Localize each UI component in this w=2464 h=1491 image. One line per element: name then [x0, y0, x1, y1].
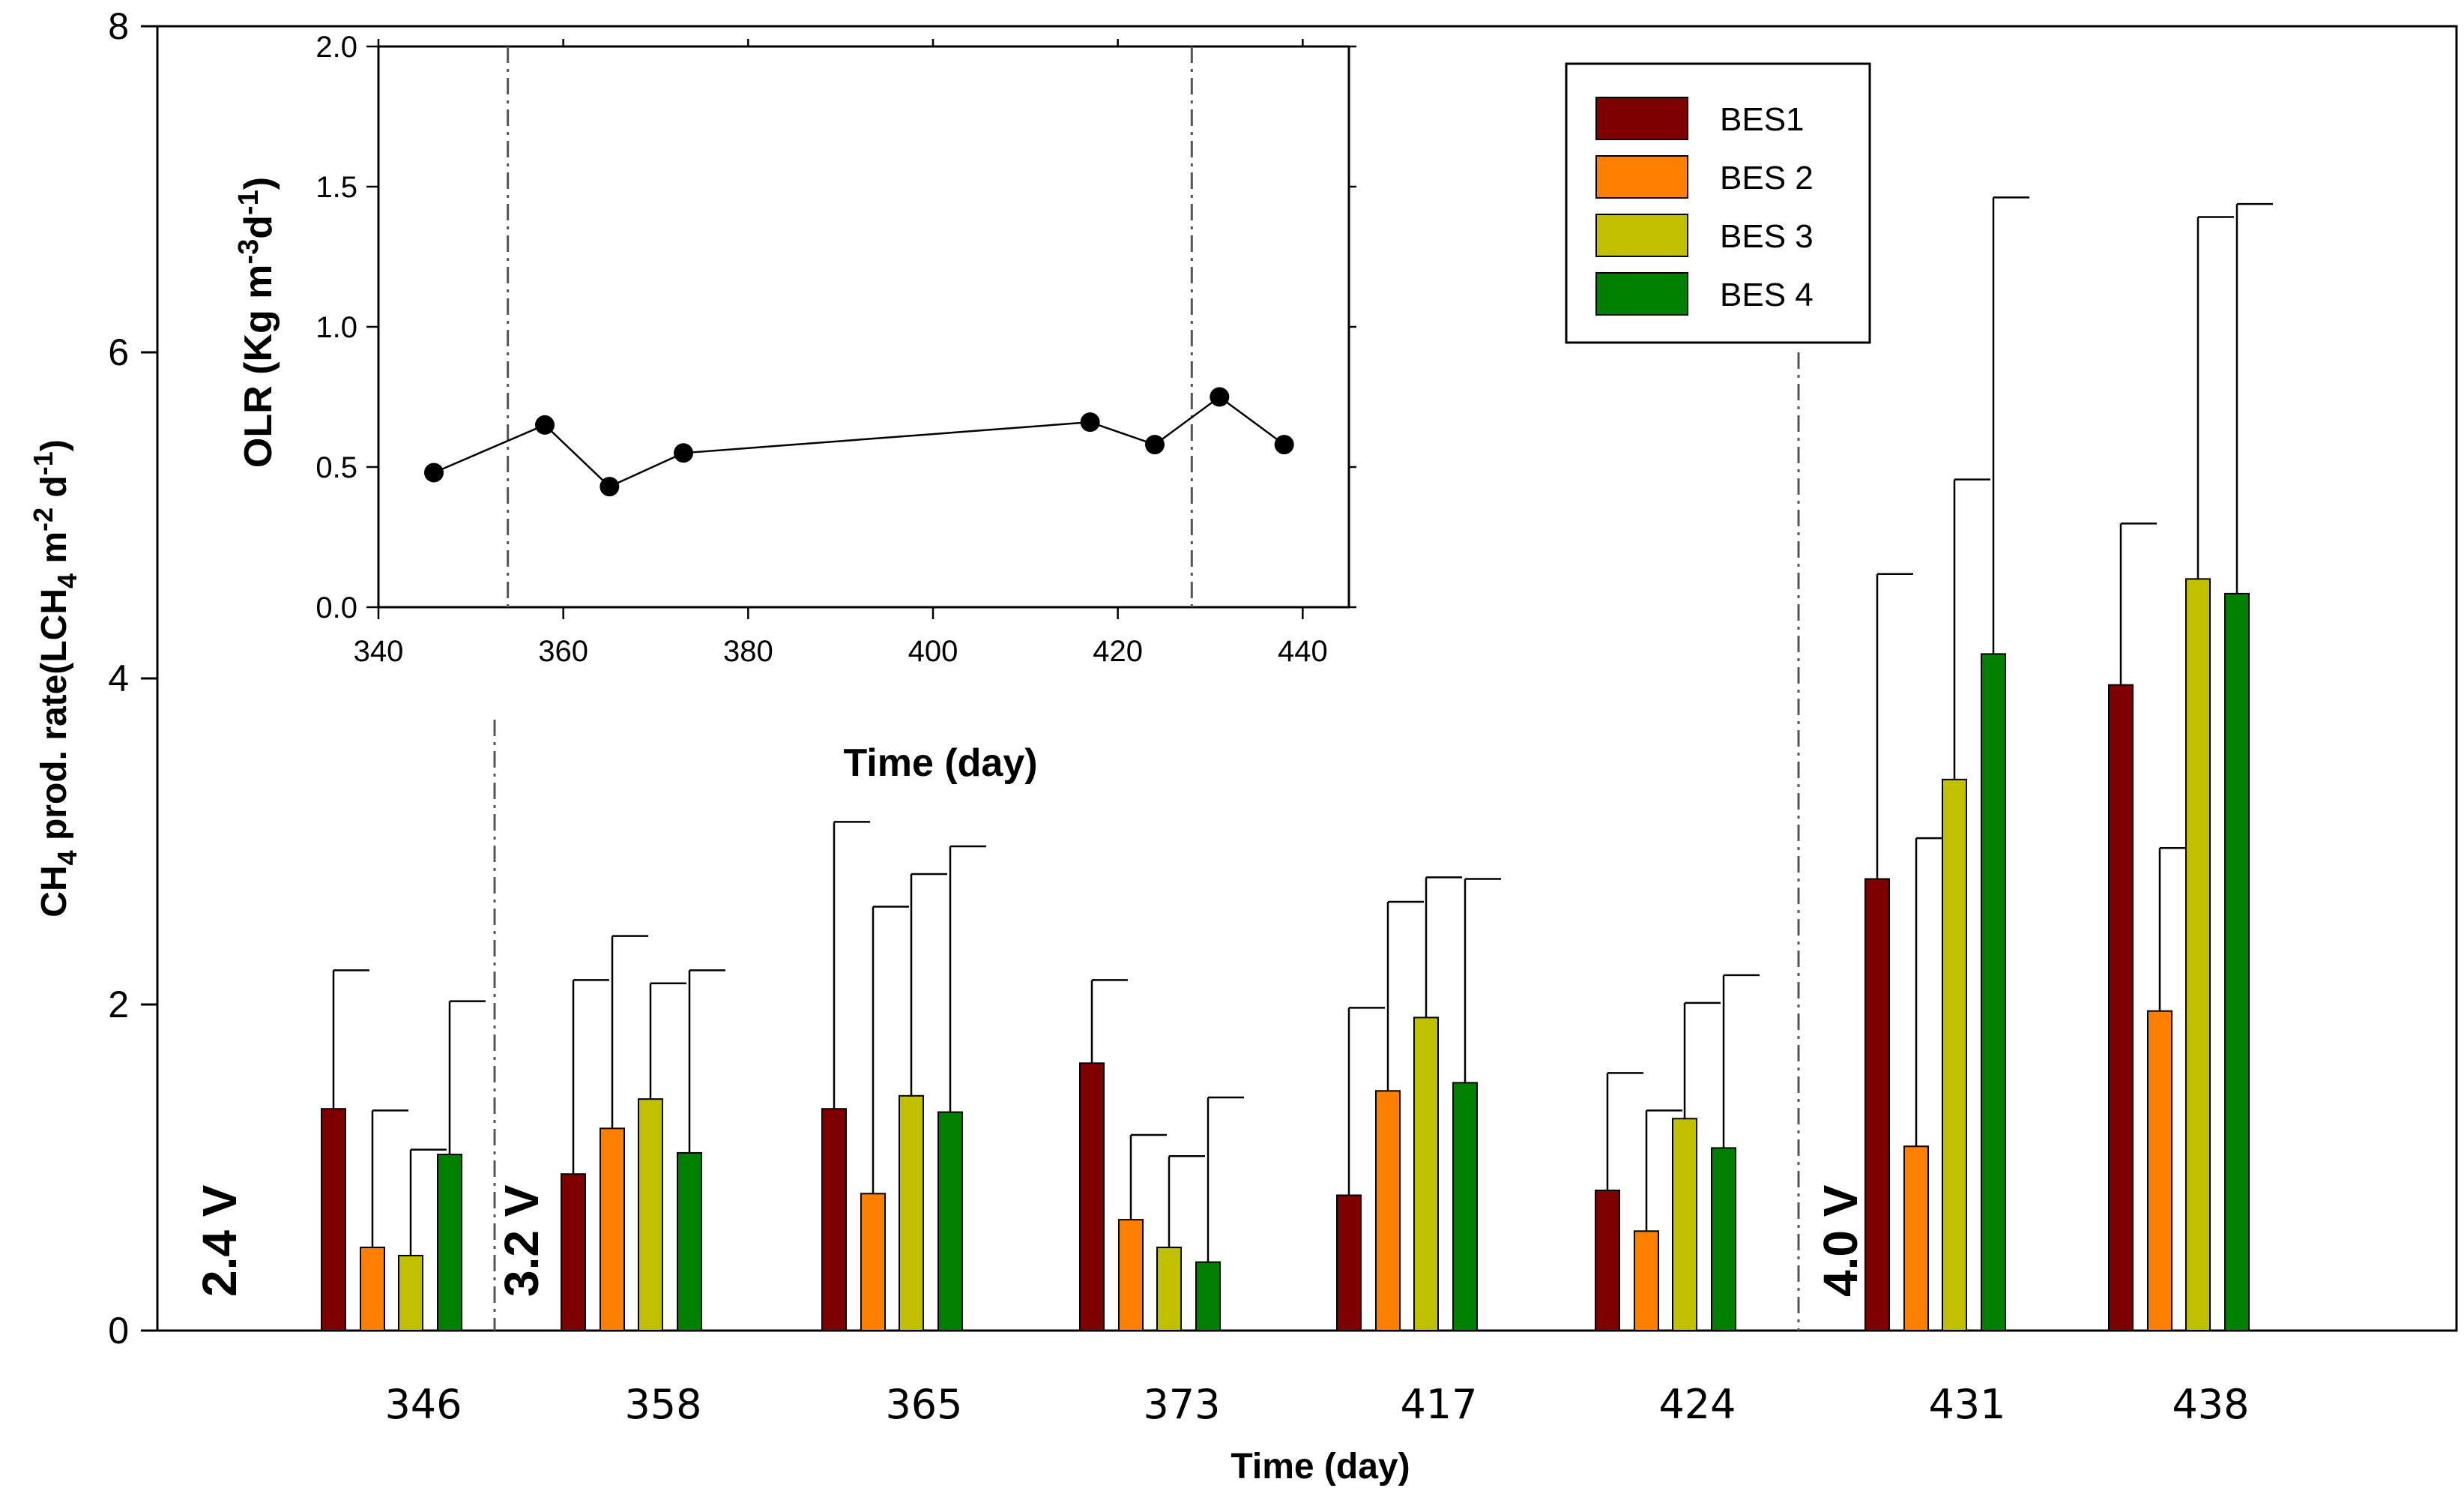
bar	[1634, 1230, 1659, 1331]
legend-swatch	[1595, 97, 1688, 140]
bar	[899, 1094, 924, 1332]
series-bes1	[321, 522, 2157, 1332]
inset-x-axis-title: Time (day)	[843, 741, 1037, 785]
x-tick-label: 365	[885, 1381, 962, 1428]
y-tick-label: 0	[108, 1310, 129, 1352]
inset-plot-frame	[377, 45, 1350, 609]
bar	[360, 1247, 385, 1331]
legend-label: BES1	[1720, 101, 1805, 138]
y-tick-label: 6	[108, 331, 129, 373]
voltage-label: 2.4 V	[193, 1184, 247, 1297]
legend-swatch	[1595, 272, 1688, 316]
olr-point	[1210, 387, 1230, 407]
bar	[1375, 1090, 1401, 1332]
inset-chart: 0.0 0.5 1.0 1.5 2.0 340 360 380 400 420 440 Time (d…	[233, 31, 1356, 785]
olr-line	[433, 395, 1285, 488]
bar	[2108, 684, 2134, 1331]
bar	[677, 1151, 702, 1332]
inset-x-tick-label: 340	[354, 635, 404, 668]
legend-label: BES 4	[1720, 277, 1814, 313]
bar	[1118, 1219, 1144, 1331]
legend-swatch	[1595, 155, 1688, 199]
bar	[2147, 1010, 2172, 1331]
bar	[437, 1154, 462, 1331]
bar	[1336, 1194, 1362, 1331]
inset-x-tick-label: 440	[1278, 635, 1328, 668]
inset-y-tick-label: 2.0	[315, 31, 357, 64]
x-tick-label: 417	[1400, 1381, 1477, 1428]
x-tick-label: 346	[384, 1381, 462, 1428]
x-tick-label: 438	[2172, 1381, 2249, 1428]
bar	[1942, 778, 1967, 1331]
olr-point	[535, 415, 555, 435]
voltage-label: 4.0 V	[1814, 1184, 1867, 1297]
inset-y-tick-label: 1.5	[315, 171, 357, 204]
olr-point	[424, 463, 444, 483]
bar	[561, 1173, 586, 1331]
x-axis-title: Time (day)	[1231, 1447, 1410, 1487]
inset-x-tick-label: 360	[538, 635, 588, 668]
bar	[398, 1254, 423, 1331]
bar	[1981, 653, 2006, 1331]
bar	[1903, 1145, 1929, 1331]
inset-y-axis-title: OLR (Kg m-3d-1)	[233, 177, 280, 468]
series-bes4	[437, 196, 2273, 1332]
inset-x-tick-label: 380	[723, 635, 773, 668]
inset-y-tick-label: 0.5	[315, 451, 357, 484]
olr-point	[1274, 435, 1294, 455]
x-tick-label: 373	[1143, 1381, 1220, 1428]
bar	[821, 1108, 847, 1331]
bar	[1195, 1261, 1221, 1332]
bar	[1156, 1247, 1182, 1331]
series-bes2	[360, 837, 2196, 1332]
olr-point	[600, 477, 620, 497]
bar	[1413, 1016, 1439, 1332]
legend: BES1 BES 2 BES 3 BES 4	[1565, 62, 1871, 344]
legend-swatch	[1595, 214, 1688, 257]
bar	[1595, 1189, 1620, 1331]
olr-point	[1145, 435, 1165, 455]
series-bes3	[398, 216, 2234, 1332]
legend-label: BES 3	[1720, 218, 1814, 255]
bar	[2185, 578, 2211, 1331]
x-tick-label: 358	[624, 1381, 701, 1428]
y-tick-label: 8	[108, 5, 129, 47]
olr-point	[674, 443, 693, 463]
y-axis-title: CH4 prod. rate(LCH4 m-2 d-1)	[28, 439, 82, 917]
bar	[638, 1098, 663, 1332]
voltage-label: 3.2 V	[495, 1184, 549, 1297]
bar	[937, 1111, 963, 1332]
bar	[1452, 1082, 1478, 1332]
bar	[600, 1127, 625, 1332]
bar	[2224, 592, 2250, 1331]
inset-y-tick-label: 0.0	[315, 591, 357, 624]
bar	[860, 1193, 886, 1332]
bar	[1672, 1118, 1697, 1331]
main-chart: 0 2 4 6 8 346 358 365 373 417 424 431 438 2.4 V 3.2 V 4…	[28, 5, 2458, 1487]
legend-label: BES 2	[1720, 160, 1814, 196]
inset-x-tick-label: 400	[908, 635, 958, 668]
x-tick-label: 424	[1658, 1381, 1736, 1428]
x-tick-label: 431	[1928, 1381, 2005, 1428]
bar	[1711, 1147, 1736, 1332]
inset-x-tick-label: 420	[1093, 635, 1143, 668]
y-tick-label: 2	[108, 984, 129, 1025]
y-tick-label: 4	[108, 657, 129, 699]
bar	[321, 1108, 346, 1331]
bar	[1864, 878, 1890, 1331]
inset-y-tick-label: 1.0	[315, 311, 357, 344]
olr-point	[1080, 412, 1100, 433]
bar	[1079, 1062, 1105, 1332]
